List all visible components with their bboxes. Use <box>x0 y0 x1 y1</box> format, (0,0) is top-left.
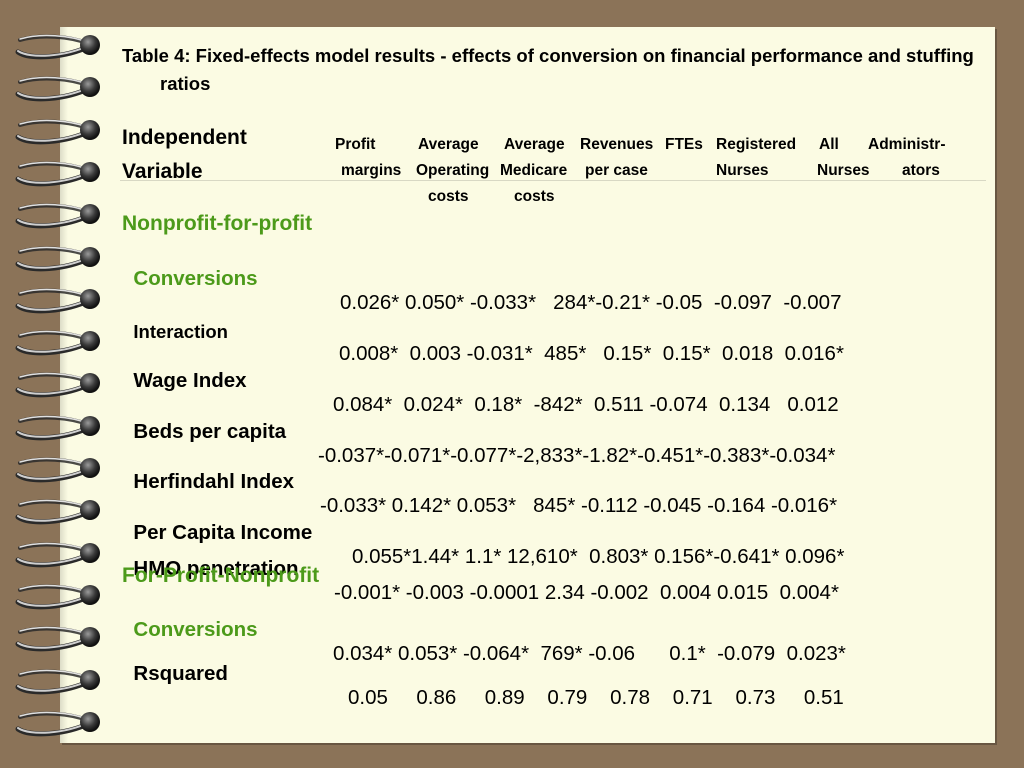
binding-ring-icon <box>15 499 100 525</box>
binding-ring-icon <box>15 203 100 229</box>
column-header-average-operating-costs: Average Operating costs <box>416 136 490 205</box>
table-row: Conversions 0.026* 0.050* -0.033* 284*-0… <box>122 243 841 315</box>
row-label: Beds per capita <box>133 420 287 443</box>
column-header-ftes: FTEs <box>665 136 703 153</box>
page-binding-shadow <box>60 27 68 743</box>
row-label: Wage Index <box>133 369 247 392</box>
table-row: Conversions 0.034* 0.053* -0.064* 769* -… <box>122 594 845 666</box>
row-values: 0.008* 0.003 -0.031* 485* 0.15* 0.15* 0.… <box>339 342 844 365</box>
row-values: 0.034* 0.053* -0.064* 769* -0.06 0.1* -0… <box>333 642 846 665</box>
row-label: Rsquared <box>133 662 228 685</box>
column-header-administrators: Administr- ators <box>868 136 946 179</box>
row-label: Conversions <box>133 618 258 641</box>
column-header-revenues-per-case: Revenues per case <box>580 136 654 179</box>
row-label: Per Capita Income <box>133 521 313 544</box>
table-row: HMO penetration -0.001* -0.003 -0.0001 2… <box>122 533 839 605</box>
table-row: Rsquared 0.05 0.86 0.89 0.79 0.78 0.71 0… <box>122 638 843 710</box>
row-label: HMO penetration <box>133 557 299 580</box>
column-header-all-nurses: All Nurses <box>817 136 870 179</box>
binding-ring-icon <box>15 246 100 271</box>
row-values: 0.084* 0.024* 0.18* -842* 0.511 -0.074 0… <box>333 393 839 416</box>
column-header-registered-nurses: Registered Nurses <box>716 136 797 179</box>
table-row: Interaction 0.008* 0.003 -0.031* 485* 0.… <box>122 294 844 366</box>
binding-ring-icon <box>15 161 100 187</box>
row-label: Herfindahl Index <box>133 470 295 493</box>
header-independent: Independent <box>122 126 247 149</box>
section-nonprofit-for-profit: Nonprofit-for-profit <box>122 212 313 235</box>
column-header-profit-margins: Profit margins <box>335 132 401 184</box>
table-row: Herfindahl Index -0.033* 0.142* 0.053* 8… <box>122 446 837 518</box>
column-header-profit-margins-text: Profit <box>335 136 376 153</box>
row-label: Conversions <box>133 267 258 290</box>
table-row: Beds per capita -0.037*-0.071*-0.077*-2,… <box>122 396 835 468</box>
row-values: -0.033* 0.142* 0.053* 845* -0.112 -0.045… <box>320 494 838 517</box>
binding-ring-icon <box>15 119 100 144</box>
binding-ring-icon <box>15 626 100 652</box>
row-values: 0.026* 0.050* -0.033* 284*-0.21* -0.05 -… <box>340 291 842 314</box>
binding-ring-icon <box>15 372 100 398</box>
notebook-page <box>60 27 995 743</box>
binding-ring-icon <box>15 711 100 737</box>
column-header-average-medicare-costs: Average Medicare costs <box>500 136 568 205</box>
row-values: 0.055*1.44* 1.1* 12,610* 0.803* 0.156*-0… <box>352 545 845 568</box>
row-values: -0.001* -0.003 -0.0001 2.34 -0.002 0.004… <box>334 581 839 604</box>
binding-ring-icon <box>15 669 100 694</box>
section-for-profit-nonprofit: For-Profit-Nonprofit <box>122 564 320 587</box>
binding-ring-icon <box>15 542 100 567</box>
binding-ring-icon <box>15 415 100 440</box>
binding-ring-icon <box>15 457 100 483</box>
binding-ring-icon <box>15 288 100 314</box>
binding-ring-icon <box>15 584 100 610</box>
row-values: 0.05 0.86 0.89 0.79 0.78 0.71 0.73 0.51 <box>348 686 844 709</box>
table-title: Table 4: Fixed-effects model results - e… <box>122 45 974 94</box>
table-row: Per Capita Income 0.055*1.44* 1.1* 12,61… <box>122 497 844 569</box>
header-variable: Variable <box>122 160 203 183</box>
binding-ring-icon <box>15 76 100 102</box>
binding-ring-icon <box>15 330 100 356</box>
table-row: Wage Index 0.084* 0.024* 0.18* -842* 0.5… <box>122 345 838 417</box>
row-label: Interaction <box>133 321 228 342</box>
header-divider <box>120 180 986 181</box>
binding-ring-icon <box>15 34 100 60</box>
row-values: -0.037*-0.071*-0.077*-2,833*-1.82*-0.451… <box>318 444 836 467</box>
